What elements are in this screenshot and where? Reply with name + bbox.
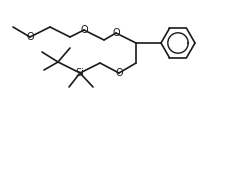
Text: O: O	[112, 28, 119, 38]
Text: O: O	[115, 68, 122, 78]
Text: O: O	[26, 32, 34, 42]
Text: Si: Si	[75, 68, 84, 78]
Text: O: O	[80, 25, 88, 35]
